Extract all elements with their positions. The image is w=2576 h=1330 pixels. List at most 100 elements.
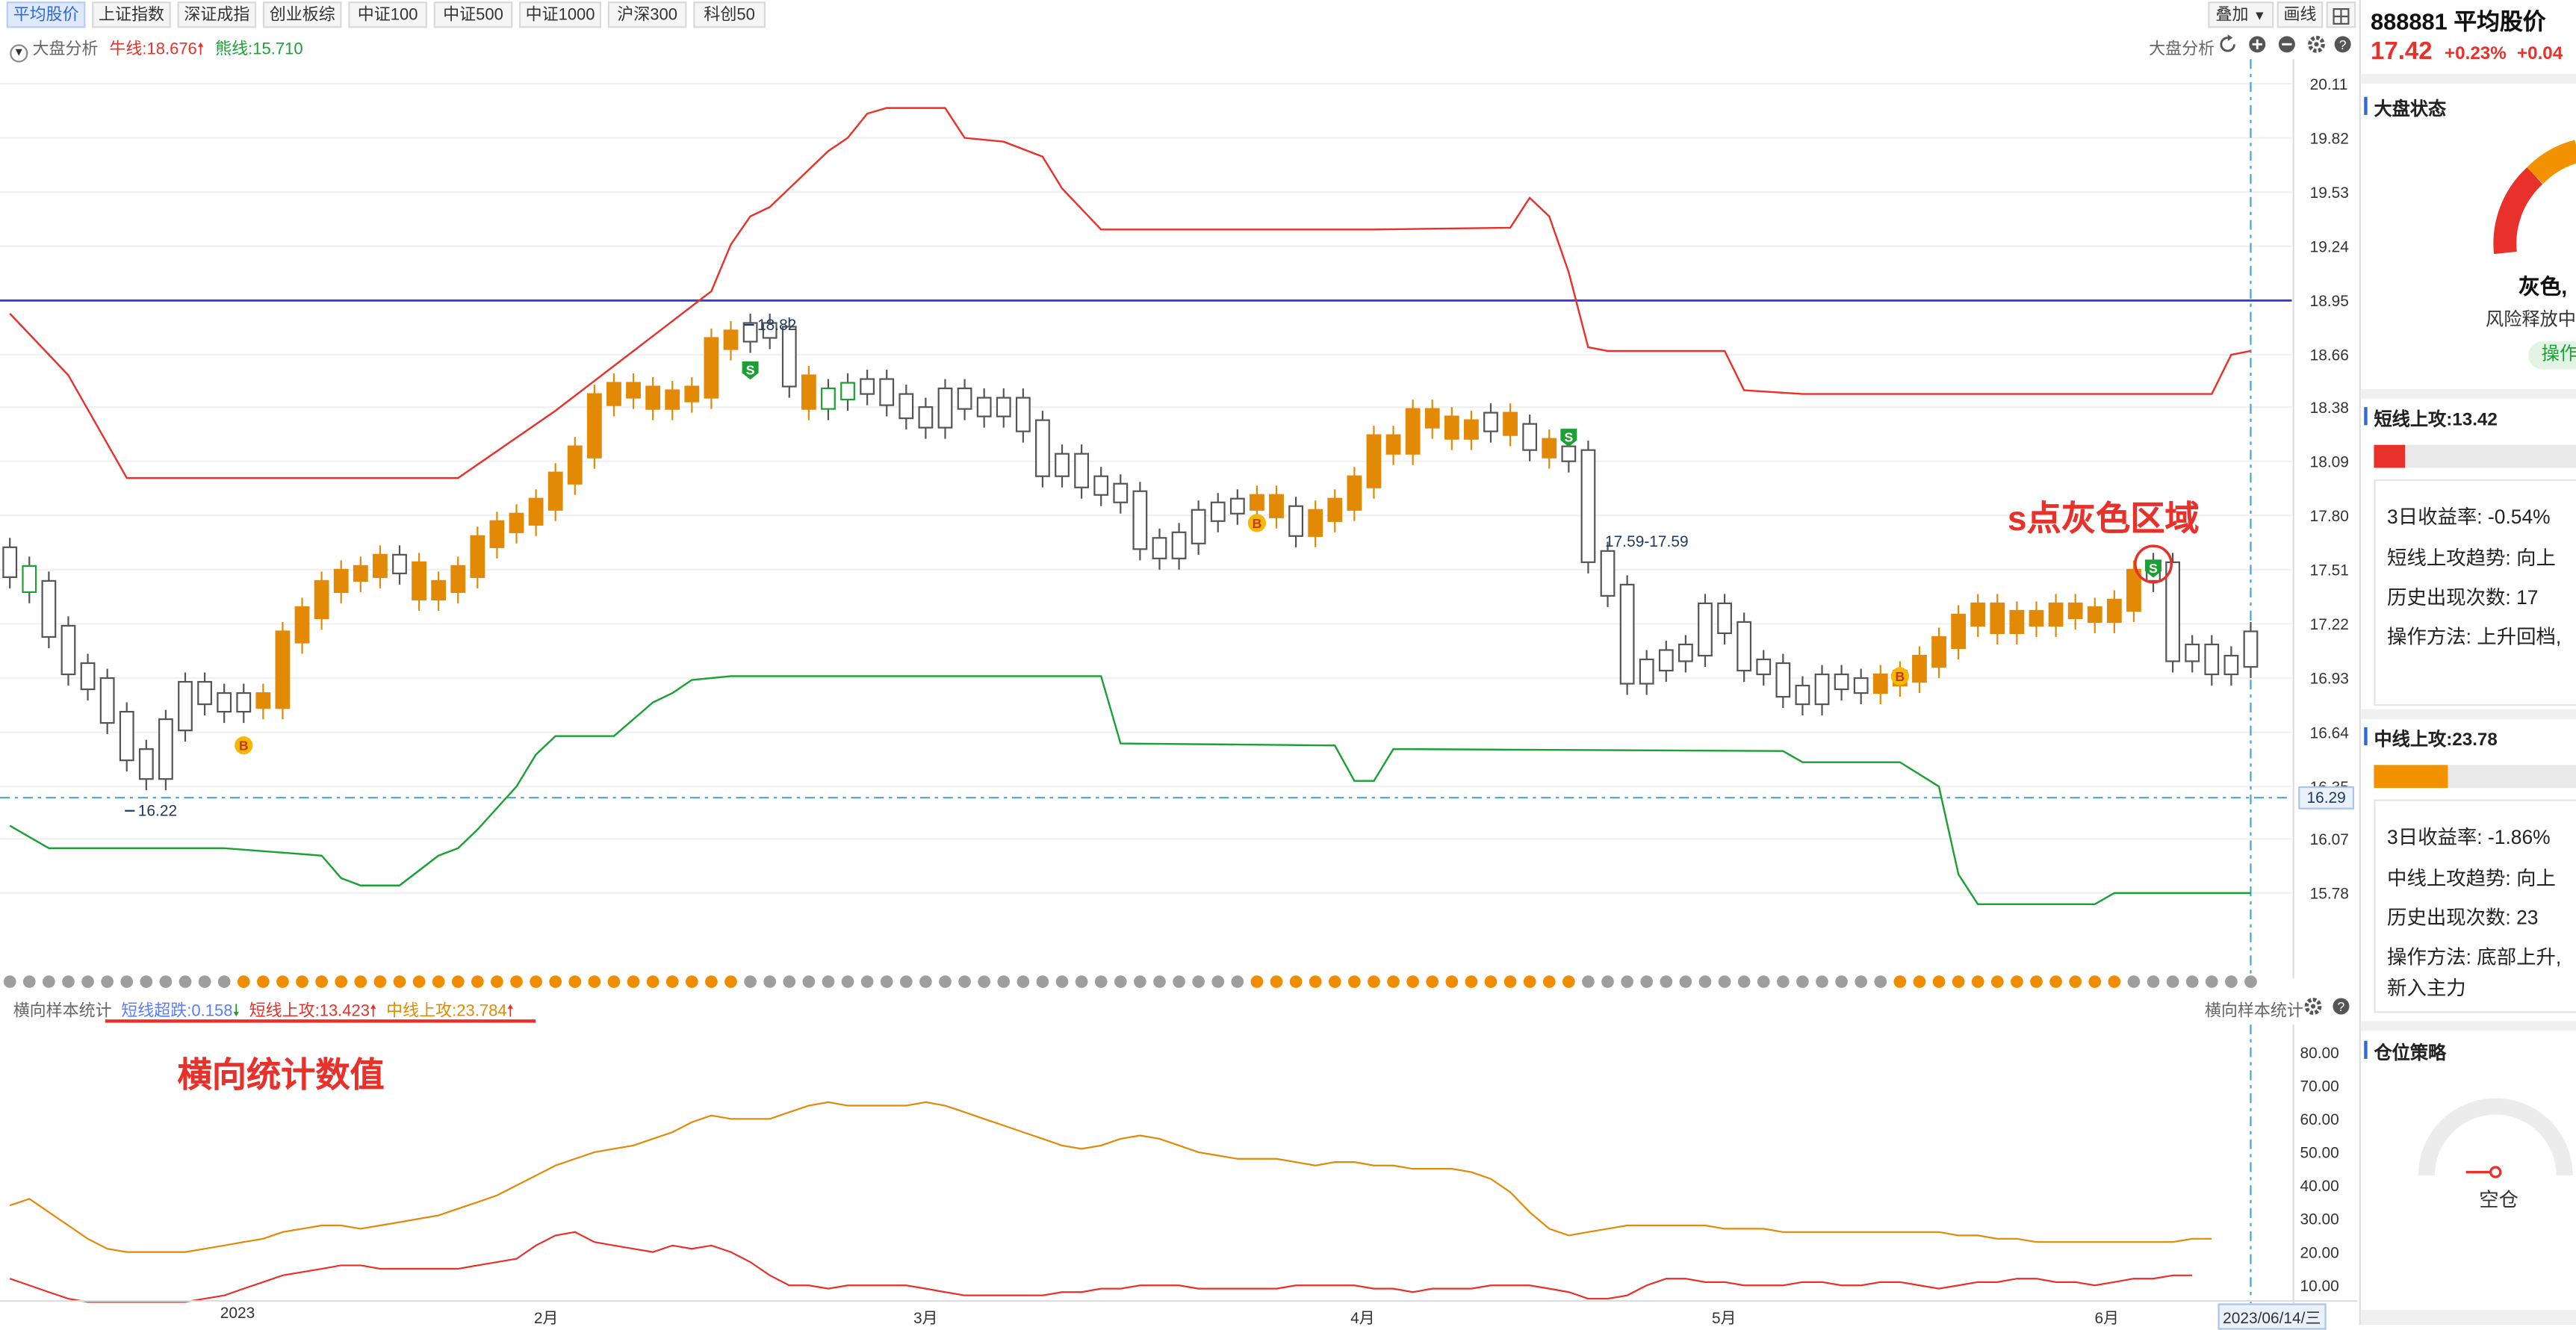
- operate-button[interactable]: 操作: [2528, 341, 2576, 370]
- signal-dot: [822, 975, 835, 988]
- candle: [1191, 500, 1206, 555]
- y-tick-label: 18.09: [2310, 453, 2349, 470]
- signal-dot: [1621, 975, 1633, 988]
- index-tab-bar: 平均股价 上证指数 深证成指 创业板综 中证100 中证500 中证1000 沪…: [0, 0, 2357, 30]
- candle: [1639, 650, 1654, 695]
- signal-dot: [1348, 975, 1361, 988]
- tab-shanghai-index[interactable]: 上证指数: [92, 1, 171, 28]
- price-row: 17.42 +0.23% +0.04: [2371, 38, 2563, 68]
- mid-3day-return: 3日收益率: -1.86%: [2387, 825, 2551, 849]
- y-tick-label: 18.38: [2310, 400, 2349, 417]
- candle: [99, 668, 115, 735]
- candle: [1834, 665, 1849, 701]
- candle: [665, 381, 680, 420]
- signal-dot: [763, 975, 777, 988]
- signal-dot: [958, 975, 971, 988]
- overlay-button[interactable]: 叠加 ▼: [2208, 1, 2274, 28]
- tab-csi500[interactable]: 中证500: [433, 1, 513, 28]
- candle: [1210, 493, 1226, 532]
- signal-dot: [451, 975, 465, 988]
- stat-header: 横向样本统计 短线超跌:0.158🠗 短线上攻:13.423🠕 中线上攻:23.…: [13, 996, 514, 1028]
- sell-signal-icon: S: [742, 361, 759, 380]
- tab-csi300[interactable]: 沪深300: [607, 1, 687, 28]
- stats-chart[interactable]: 80.00 70.00 60.00 50.00 40.00 30.00 20.00 10.00: [0, 1024, 2357, 1304]
- y-tick-label: 40.00: [2300, 1178, 2338, 1195]
- candle: [547, 463, 563, 521]
- tab-chinext-index[interactable]: 创业板综: [262, 1, 342, 28]
- layout-grid-button[interactable]: [2326, 1, 2356, 28]
- signal-dot: [1445, 975, 1459, 988]
- range-price-label: 17.59-17.59: [1605, 533, 1689, 552]
- candles: [2, 313, 2259, 791]
- stat-header-tools: ?: [2303, 995, 2353, 1018]
- candle: [606, 373, 621, 417]
- mid-trend: 中线上攻趋势: 向上: [2387, 866, 2556, 890]
- candle: [294, 597, 310, 654]
- tab-csi100[interactable]: 中证100: [348, 1, 427, 28]
- signal-dot: [1776, 975, 1790, 988]
- svg-text:B: B: [1253, 516, 1262, 531]
- signal-dot: [1173, 975, 1185, 988]
- candle: [996, 388, 1011, 428]
- y-tick-label: 17.22: [2310, 616, 2349, 633]
- candle: [1522, 414, 1538, 462]
- candle: [1424, 400, 1440, 439]
- help-icon[interactable]: ?: [2333, 998, 2350, 1015]
- short-fall-value: 短线超跌:0.158: [121, 1003, 233, 1022]
- collapse-icon[interactable]: ▼: [10, 44, 28, 63]
- signal-dot: [588, 975, 601, 988]
- gear-icon[interactable]: [2304, 998, 2322, 1015]
- zoom-out-icon[interactable]: [2278, 36, 2295, 53]
- candle: [2243, 621, 2259, 679]
- tab-star50[interactable]: 科创50: [693, 1, 766, 28]
- candle: [470, 526, 485, 588]
- candle: [821, 379, 836, 420]
- signal-dot: [2011, 975, 2023, 988]
- tab-shenzhen-index[interactable]: 深证成指: [177, 1, 257, 28]
- candle: [1931, 627, 1946, 679]
- candle: [1229, 489, 1245, 525]
- mid-up-value: 中线上攻:23.784: [386, 1003, 507, 1022]
- draw-line-button[interactable]: 画线: [2276, 1, 2324, 28]
- candle: [353, 556, 368, 592]
- candle: [781, 317, 797, 398]
- candle: [1600, 541, 1616, 607]
- signal-dot: [2127, 975, 2141, 988]
- candle: [1756, 650, 1772, 686]
- zoom-in-icon[interactable]: [2249, 36, 2266, 53]
- candle: [1464, 411, 1479, 450]
- signal-dot: [159, 975, 173, 988]
- help-icon[interactable]: ?: [2334, 36, 2351, 53]
- signal-dot: [296, 975, 308, 988]
- crosshair-price-label: 16.29: [2298, 786, 2355, 810]
- candle: [1503, 403, 1518, 447]
- signal-dot: [549, 975, 562, 988]
- signal-dot: [1855, 975, 1868, 988]
- price-chart[interactable]: 20.11 19.82 19.53 19.24 18.95 18.66 18.38 18.09…: [0, 59, 2357, 979]
- candle: [1717, 594, 1732, 644]
- mid-up-bar: [2374, 765, 2576, 789]
- y-tick-label: 18.66: [2310, 347, 2349, 364]
- divider: [2360, 1021, 2576, 1031]
- signal-dot: [1134, 975, 1146, 988]
- candle: [412, 553, 426, 611]
- signal-dot: [1523, 975, 1536, 988]
- tab-average-price[interactable]: 平均股价: [6, 1, 86, 28]
- chart-name: 大盘分析: [32, 40, 99, 60]
- refresh-icon[interactable]: [2220, 34, 2235, 52]
- bull-line: [9, 107, 2251, 479]
- signal-dot: [627, 975, 640, 988]
- signal-dot: [1114, 975, 1127, 988]
- candle: [567, 437, 583, 495]
- svg-text:S: S: [746, 363, 755, 378]
- signal-dot: [1309, 975, 1322, 988]
- signal-dot: [1601, 975, 1614, 988]
- signal-dot: [1660, 975, 1673, 988]
- candle: [2223, 646, 2239, 686]
- tab-csi1000[interactable]: 中证1000: [519, 1, 602, 28]
- candle: [1912, 646, 1927, 694]
- candle: [528, 489, 544, 536]
- signal-dot: [978, 975, 991, 988]
- gear-icon[interactable]: [2308, 35, 2325, 53]
- short-up-stats-box: [2374, 479, 2576, 706]
